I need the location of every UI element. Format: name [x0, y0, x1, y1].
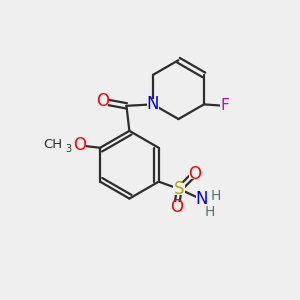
Text: O: O	[170, 198, 183, 216]
Bar	[147, 99, 158, 110]
Text: H: H	[205, 205, 215, 219]
Bar	[173, 183, 185, 195]
Text: F: F	[220, 98, 229, 113]
Text: CH: CH	[43, 138, 62, 151]
Bar	[171, 202, 182, 213]
Bar	[220, 101, 229, 110]
Text: S: S	[174, 180, 184, 198]
Bar	[74, 140, 86, 151]
Text: H: H	[210, 189, 221, 203]
Text: O: O	[96, 92, 110, 110]
Text: O: O	[74, 136, 86, 154]
Bar	[97, 96, 109, 107]
Text: O: O	[188, 165, 201, 183]
Text: 3: 3	[66, 144, 72, 154]
Bar	[196, 194, 207, 205]
Bar	[189, 168, 200, 179]
Text: N: N	[147, 95, 159, 113]
Text: N: N	[195, 190, 208, 208]
